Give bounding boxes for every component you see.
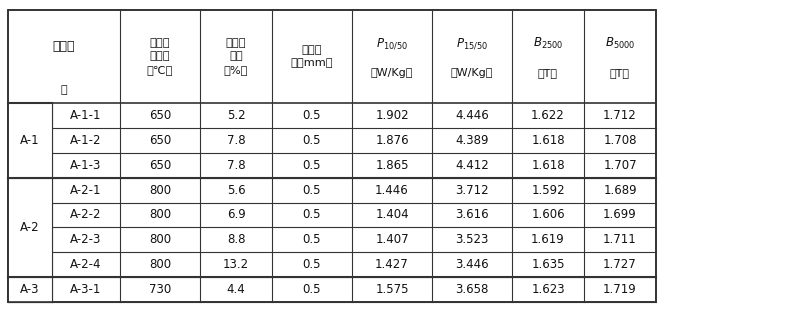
Bar — [8, 103, 52, 178]
Text: 1.712: 1.712 — [603, 109, 637, 122]
Text: 1.618: 1.618 — [531, 159, 565, 172]
Text: 1.865: 1.865 — [375, 159, 409, 172]
Text: 1.407: 1.407 — [375, 233, 409, 246]
Text: A-2: A-2 — [20, 221, 40, 234]
Text: 1.708: 1.708 — [603, 134, 637, 147]
Text: A-1-2: A-1-2 — [70, 134, 102, 147]
Text: A-1-3: A-1-3 — [70, 159, 102, 172]
Text: 0.5: 0.5 — [302, 159, 322, 172]
Text: 1.902: 1.902 — [375, 109, 409, 122]
Text: 中间退
火温度
（℃）: 中间退 火温度 （℃） — [146, 38, 174, 75]
Text: 1.446: 1.446 — [375, 184, 409, 197]
Text: A-1: A-1 — [20, 134, 40, 147]
Text: 临界压
下量
（%）: 临界压 下量 （%） — [224, 38, 248, 75]
Text: 0.5: 0.5 — [302, 208, 322, 221]
Text: 1.575: 1.575 — [375, 283, 409, 296]
Text: 1.404: 1.404 — [375, 208, 409, 221]
Text: $B_{2500}$: $B_{2500}$ — [533, 36, 563, 51]
Text: ：: ： — [61, 85, 67, 95]
Text: 800: 800 — [149, 258, 171, 271]
Text: 1.689: 1.689 — [603, 184, 637, 197]
Text: 试样号: 试样号 — [53, 40, 75, 53]
Text: （W/Kg）: （W/Kg） — [371, 68, 413, 78]
Text: 1.623: 1.623 — [531, 283, 565, 296]
Text: 4.446: 4.446 — [455, 109, 489, 122]
Text: 4.389: 4.389 — [455, 134, 489, 147]
Text: 0.5: 0.5 — [302, 233, 322, 246]
Text: 800: 800 — [149, 208, 171, 221]
Text: A-2-2: A-2-2 — [70, 208, 102, 221]
Text: 4.412: 4.412 — [455, 159, 489, 172]
Text: A-3: A-3 — [20, 283, 40, 296]
Text: 800: 800 — [149, 233, 171, 246]
Text: 1.711: 1.711 — [603, 233, 637, 246]
Text: 1.606: 1.606 — [531, 208, 565, 221]
Text: 成品厚
度（mm）: 成品厚 度（mm） — [290, 45, 334, 68]
Text: 1.619: 1.619 — [531, 233, 565, 246]
Text: 0.5: 0.5 — [302, 184, 322, 197]
Text: 3.523: 3.523 — [455, 233, 489, 246]
Text: （T）: （T） — [610, 68, 630, 78]
Text: 1.622: 1.622 — [531, 109, 565, 122]
Text: 0.5: 0.5 — [302, 134, 322, 147]
Text: 1.618: 1.618 — [531, 134, 565, 147]
Text: 3.658: 3.658 — [455, 283, 489, 296]
Text: 7.8: 7.8 — [226, 134, 246, 147]
Text: A-2-4: A-2-4 — [70, 258, 102, 271]
Bar — [8, 10, 656, 302]
Text: A-2-1: A-2-1 — [70, 184, 102, 197]
Text: 800: 800 — [149, 184, 171, 197]
Text: 0.5: 0.5 — [302, 283, 322, 296]
Text: 1.699: 1.699 — [603, 208, 637, 221]
Text: 730: 730 — [149, 283, 171, 296]
Text: 0.5: 0.5 — [302, 258, 322, 271]
Bar — [8, 277, 52, 302]
Text: $B_{5000}$: $B_{5000}$ — [605, 36, 635, 51]
Text: 650: 650 — [149, 134, 171, 147]
Text: $P_{15/50}$: $P_{15/50}$ — [456, 36, 488, 50]
Text: 650: 650 — [149, 109, 171, 122]
Text: A-3-1: A-3-1 — [70, 283, 102, 296]
Text: 1.427: 1.427 — [375, 258, 409, 271]
Text: 650: 650 — [149, 159, 171, 172]
Text: 8.8: 8.8 — [226, 233, 246, 246]
Text: （W/Kg）: （W/Kg） — [451, 68, 493, 78]
Text: $P_{10/50}$: $P_{10/50}$ — [376, 36, 408, 50]
Text: 1.719: 1.719 — [603, 283, 637, 296]
Text: 13.2: 13.2 — [223, 258, 249, 271]
Text: 1.876: 1.876 — [375, 134, 409, 147]
Text: 3.616: 3.616 — [455, 208, 489, 221]
Text: 1.635: 1.635 — [531, 258, 565, 271]
Text: 3.446: 3.446 — [455, 258, 489, 271]
Text: A-1-1: A-1-1 — [70, 109, 102, 122]
Text: 0.5: 0.5 — [302, 109, 322, 122]
Text: 1.707: 1.707 — [603, 159, 637, 172]
Text: （T）: （T） — [538, 68, 558, 78]
Text: 1.592: 1.592 — [531, 184, 565, 197]
Text: 4.4: 4.4 — [226, 283, 246, 296]
Text: 3.712: 3.712 — [455, 184, 489, 197]
Text: 6.9: 6.9 — [226, 208, 246, 221]
Bar — [8, 178, 52, 277]
Bar — [8, 10, 656, 302]
Text: 7.8: 7.8 — [226, 159, 246, 172]
Text: 1.727: 1.727 — [603, 258, 637, 271]
Text: 5.6: 5.6 — [226, 184, 246, 197]
Text: A-2-3: A-2-3 — [70, 233, 102, 246]
Text: 5.2: 5.2 — [226, 109, 246, 122]
